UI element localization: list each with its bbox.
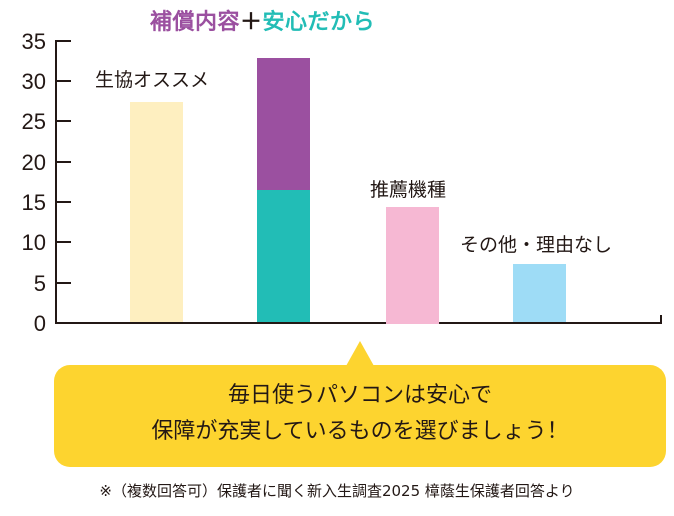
- callout-line-1: 毎日使うパソコンは安心で: [227, 383, 492, 408]
- bar-other-no-reason: [513, 264, 566, 322]
- x-axis-line: [55, 322, 662, 324]
- footnote: ※（複数回答可）保護者に聞く新入生調査2025 樟蔭生保護者回答より: [99, 482, 575, 500]
- bar-coop-recommended: [130, 102, 183, 322]
- y-tick-5: [56, 282, 71, 284]
- title-plus: ＋: [240, 10, 263, 35]
- y-tick-label: 10: [21, 230, 46, 255]
- label-coop-recommended: 生協オススメ: [95, 69, 210, 91]
- y-tick-label: 15: [21, 190, 46, 215]
- y-tick-20: [56, 161, 71, 163]
- y-tick-15: [56, 201, 71, 203]
- label-recommended-model: 推薦機種: [370, 179, 447, 201]
- y-tick-label: 0: [33, 311, 46, 336]
- bar-recommended-model: [386, 207, 439, 324]
- callout-bubble: [54, 365, 666, 467]
- x-axis-end-tick: [660, 315, 662, 324]
- y-tick-label: 30: [21, 69, 46, 94]
- callout-text: 毎日使うパソコンは安心で 保障が充実しているものを選びましょう！: [54, 378, 666, 450]
- callout-line-2: 保障が充実しているものを選びましょう！: [151, 419, 569, 444]
- y-tick-label: 35: [21, 29, 46, 54]
- y-tick-label: 20: [21, 150, 46, 175]
- y-tick-30: [56, 80, 71, 82]
- y-tick-label: 25: [21, 109, 46, 134]
- callout-tail: [346, 341, 374, 366]
- y-tick-label: 5: [33, 271, 46, 296]
- chart-title: 補償内容＋安心だから: [150, 4, 375, 36]
- y-axis-line: [55, 40, 57, 324]
- y-tick-25: [56, 120, 71, 122]
- title-part-peace-of-mind: 安心だから: [262, 10, 376, 35]
- y-tick-35: [56, 40, 71, 42]
- title-part-coverage: 補償内容: [150, 10, 241, 35]
- label-other-no-reason: その他・理由なし: [460, 234, 613, 256]
- bar-coverage-segment: [257, 58, 310, 190]
- bar-peace-of-mind-segment: [257, 190, 310, 322]
- y-tick-10: [56, 241, 71, 243]
